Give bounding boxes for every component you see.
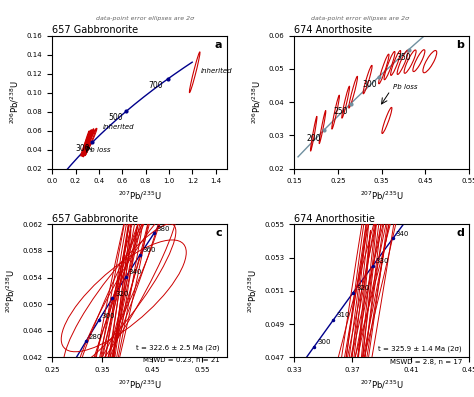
Text: Pb loss: Pb loss: [392, 84, 417, 90]
Text: 250: 250: [334, 107, 348, 116]
Text: data-point error ellipses are 2σ: data-point error ellipses are 2σ: [311, 16, 410, 21]
Text: 674 Anorthosite: 674 Anorthosite: [294, 25, 372, 35]
Text: c: c: [216, 228, 222, 239]
X-axis label: $^{207}$Pb/$^{235}$U: $^{207}$Pb/$^{235}$U: [118, 190, 162, 202]
Text: Pb loss: Pb loss: [86, 146, 110, 152]
Text: data-point error ellipses are 2σ: data-point error ellipses are 2σ: [95, 16, 194, 21]
X-axis label: $^{207}$Pb/$^{235}$U: $^{207}$Pb/$^{235}$U: [118, 379, 162, 391]
Text: 340: 340: [396, 231, 409, 237]
Text: b: b: [456, 40, 464, 50]
Text: 310: 310: [337, 312, 350, 318]
Text: 674 Anorthositie: 674 Anorthositie: [294, 214, 375, 224]
Text: t = 322.6 ± 2.5 Ma (2σ): t = 322.6 ± 2.5 Ma (2σ): [137, 344, 220, 351]
Text: 360: 360: [143, 247, 156, 253]
Text: 320: 320: [356, 285, 369, 291]
Text: inherited: inherited: [103, 124, 135, 130]
X-axis label: $^{207}$Pb/$^{235}$U: $^{207}$Pb/$^{235}$U: [360, 379, 403, 391]
Text: MSWD = 2.8, n = 17: MSWD = 2.8, n = 17: [390, 359, 462, 365]
Y-axis label: $^{206}$Pb/$^{238}$U: $^{206}$Pb/$^{238}$U: [251, 80, 263, 124]
Text: 280: 280: [89, 334, 102, 340]
Text: 340: 340: [128, 269, 142, 275]
Text: 300: 300: [362, 80, 377, 89]
Text: 320: 320: [115, 291, 128, 297]
Text: 657 Gabbronorite: 657 Gabbronorite: [52, 214, 138, 224]
Text: inherited: inherited: [201, 68, 232, 74]
Text: 300: 300: [317, 339, 330, 345]
Text: t = 325.9 ± 1.4 Ma (2σ): t = 325.9 ± 1.4 Ma (2σ): [378, 346, 462, 352]
Text: 200: 200: [307, 134, 321, 143]
Y-axis label: $^{206}$Pb/$^{238}$U: $^{206}$Pb/$^{238}$U: [4, 269, 17, 313]
Y-axis label: $^{206}$Pb/$^{238}$U: $^{206}$Pb/$^{238}$U: [9, 80, 21, 124]
X-axis label: $^{207}$Pb/$^{235}$U: $^{207}$Pb/$^{235}$U: [360, 190, 403, 202]
Text: 300: 300: [101, 312, 115, 318]
Text: 380: 380: [157, 225, 170, 231]
Text: 350: 350: [396, 53, 411, 62]
Text: 300: 300: [75, 144, 90, 153]
Text: MSWD = 0.23, n = 21: MSWD = 0.23, n = 21: [143, 357, 220, 363]
Text: 700: 700: [149, 81, 164, 90]
Text: a: a: [215, 40, 222, 50]
Text: 657 Gabbronorite: 657 Gabbronorite: [52, 25, 138, 35]
Text: 500: 500: [109, 113, 123, 122]
Text: 330: 330: [376, 258, 389, 264]
Y-axis label: $^{206}$Pb/$^{238}$U: $^{206}$Pb/$^{238}$U: [246, 269, 259, 313]
Text: d: d: [456, 228, 464, 239]
